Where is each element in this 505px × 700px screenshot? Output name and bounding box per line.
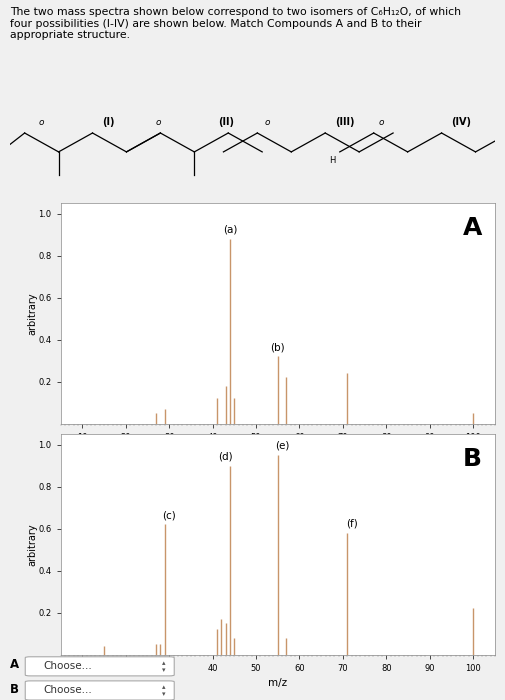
X-axis label: m/z: m/z xyxy=(268,447,287,457)
Text: A: A xyxy=(463,216,482,240)
FancyBboxPatch shape xyxy=(25,681,174,700)
Text: B: B xyxy=(10,683,19,696)
FancyBboxPatch shape xyxy=(25,657,174,676)
Text: ▴
▾: ▴ ▾ xyxy=(162,660,165,673)
Text: B: B xyxy=(463,447,482,471)
Text: (c): (c) xyxy=(162,510,176,520)
Text: (a): (a) xyxy=(223,225,237,235)
X-axis label: m/z: m/z xyxy=(268,678,287,688)
Text: o: o xyxy=(264,118,270,127)
Text: The two mass spectra shown below correspond to two isomers of C₆H₁₂O, of which
f: The two mass spectra shown below corresp… xyxy=(10,7,461,40)
Text: (e): (e) xyxy=(275,441,289,451)
Text: (III): (III) xyxy=(335,117,355,127)
Text: Choose...: Choose... xyxy=(43,662,92,671)
Text: (d): (d) xyxy=(218,452,233,461)
Text: o: o xyxy=(378,118,384,127)
Text: (IV): (IV) xyxy=(451,117,471,127)
Text: Choose...: Choose... xyxy=(43,685,92,695)
Text: (I): (I) xyxy=(102,117,115,127)
Y-axis label: arbitrary: arbitrary xyxy=(27,292,37,335)
Text: A: A xyxy=(10,658,19,671)
Text: ▴
▾: ▴ ▾ xyxy=(162,684,165,697)
Text: (b): (b) xyxy=(271,342,285,352)
Y-axis label: arbitrary: arbitrary xyxy=(27,523,37,566)
Text: H: H xyxy=(329,156,336,165)
Text: (II): (II) xyxy=(219,117,234,127)
Text: o: o xyxy=(155,118,161,127)
Text: (f): (f) xyxy=(346,519,358,528)
Text: o: o xyxy=(39,118,44,127)
